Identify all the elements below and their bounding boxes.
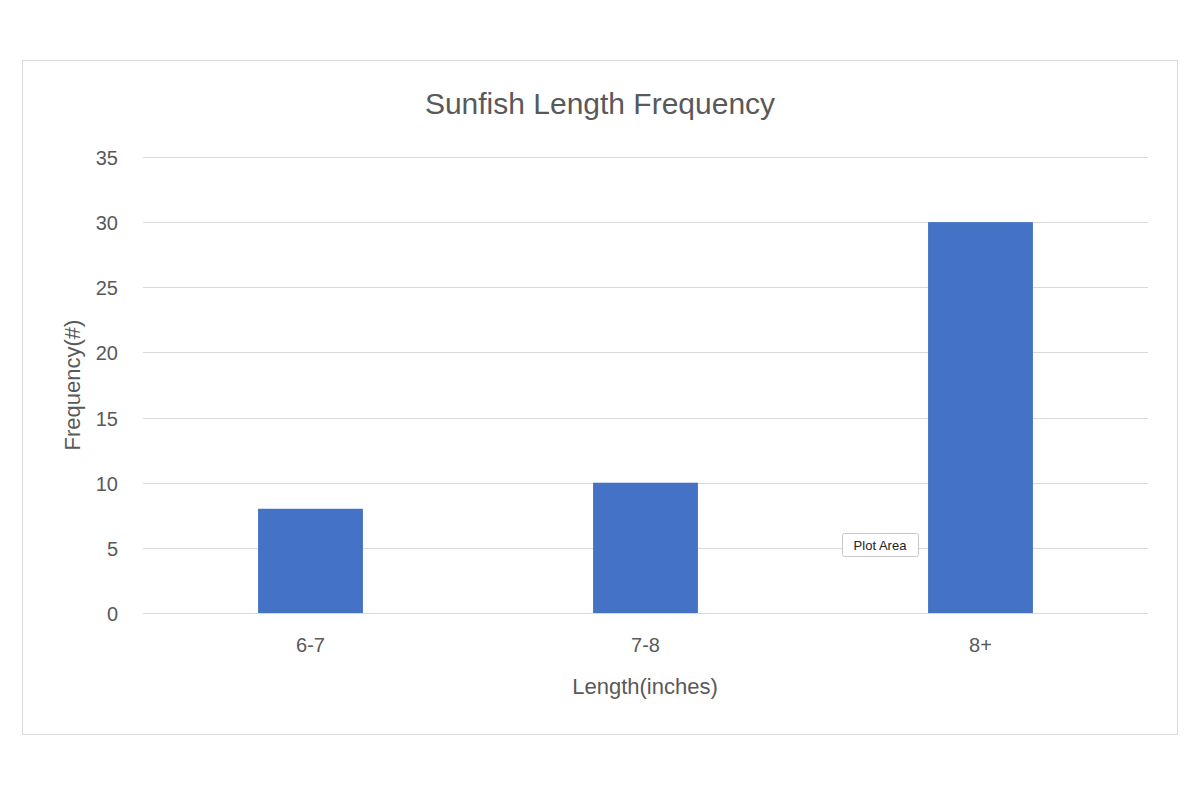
y-tick-label: 10 <box>96 473 118 495</box>
bars <box>258 222 1033 613</box>
tooltip-text: Plot Area <box>854 538 908 553</box>
y-tick-label: 35 <box>96 147 118 169</box>
x-axis-line <box>143 613 1148 614</box>
bar <box>928 222 1033 613</box>
x-axis-title: Length(inches) <box>572 674 718 699</box>
chart-title: Sunfish Length Frequency <box>425 87 775 120</box>
tooltip-box <box>843 534 919 557</box>
grid-line <box>143 613 1148 614</box>
x-tick-label: 7-8 <box>631 634 660 656</box>
y-tick-label: 0 <box>107 603 118 625</box>
chart-frame <box>23 61 1178 735</box>
y-tick-label: 25 <box>96 277 118 299</box>
y-tick-label: 30 <box>96 212 118 234</box>
chart-root: Sunfish Length Frequency 0 5 10 15 20 25 30 35 6-… <box>0 0 1200 800</box>
bar <box>258 509 363 613</box>
y-tick-label: 5 <box>107 538 118 560</box>
x-tick-label: 6-7 <box>296 634 325 656</box>
y-tick-label: 20 <box>96 342 118 364</box>
bar <box>593 483 698 613</box>
y-axis-title: Frequency(#) <box>60 320 85 451</box>
y-tick-label: 15 <box>96 408 118 430</box>
x-tick-label: 8+ <box>969 634 992 656</box>
grid-line <box>143 157 1148 158</box>
